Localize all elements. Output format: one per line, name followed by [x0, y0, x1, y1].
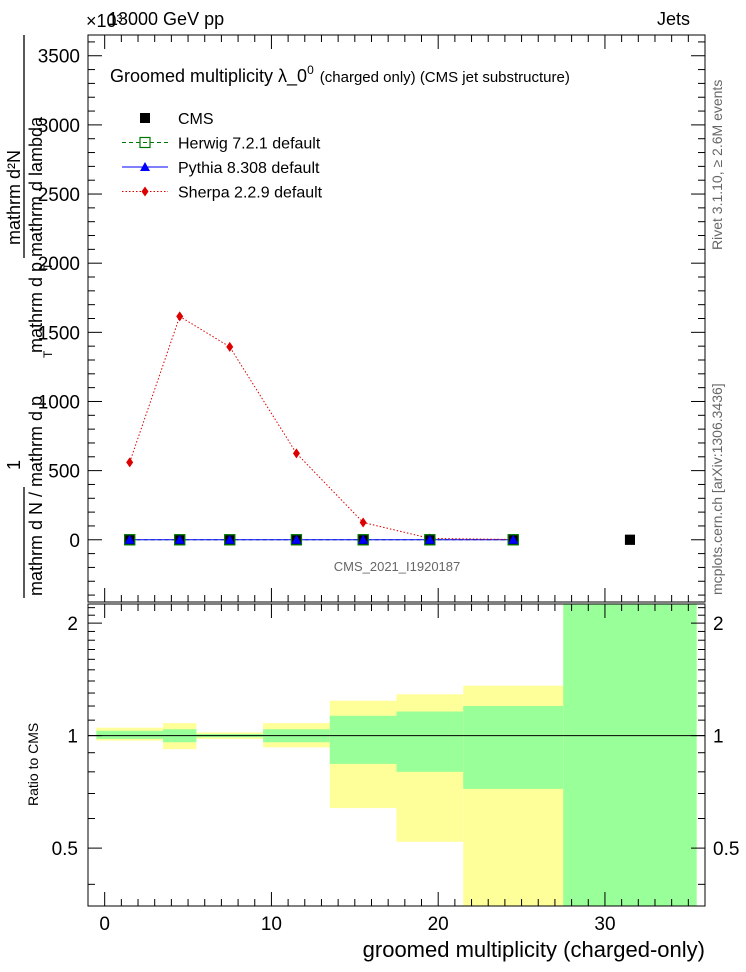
ratio-y-tick-label: 1 [67, 727, 78, 748]
y-label-bottom-sub: T [41, 350, 55, 358]
legend-entry: Pythia 8.308 default [122, 160, 320, 177]
plot-title: Groomed multiplicity λ_00 (charged only) … [110, 63, 570, 87]
ratio-y-label: Ratio to CMS [25, 723, 41, 806]
data-point [292, 448, 300, 459]
mcplots-label: mcplots.cern.ch [arXiv:1306.3436] [709, 383, 725, 595]
main-y-label: mathrm d²N mathrm d p mathrm d lambda T … [4, 35, 55, 598]
data-point [358, 534, 369, 544]
data-point [139, 136, 151, 149]
y-label-one: 1 [4, 460, 24, 470]
x-tick-label: 20 [428, 914, 449, 935]
header-left: 13000 GeV pp [108, 9, 224, 29]
main-plot: 0 500 1000 1500 2000 2500 3000 3500 CMS_2021_I1… [38, 34, 706, 603]
data-point [176, 311, 184, 322]
ratio-ticks: 0.5 0.51 12 20 10 20 30 [52, 604, 739, 935]
data-point [124, 534, 136, 546]
y-tick-label: 1000 [38, 392, 80, 413]
y-label-bottom: mathrm d N / mathrm d p [26, 396, 46, 596]
y-tick-label: 3000 [38, 116, 80, 137]
ratio-y-tick-label-right: 2 [713, 614, 724, 635]
data-point [126, 457, 134, 468]
main-y-ticks [88, 41, 705, 596]
main-y-tick-labels: 0 500 1000 1500 2000 2500 3000 3500 [38, 47, 80, 552]
main-x-ticks [87, 35, 706, 602]
watermark: CMS_2021_I1920187 [334, 559, 461, 574]
rivet-label: Rivet 3.1.10, ≥ 2.6M events [709, 80, 725, 250]
ratio-band-green [329, 715, 397, 764]
exponent-label: ×10³ [86, 11, 123, 31]
ratio-plot-frame [87, 603, 706, 907]
data-point [174, 534, 185, 544]
data-point [624, 534, 635, 545]
ratio-y-tick-label: 0.5 [52, 839, 78, 860]
ratio-band-green [396, 711, 464, 772]
ratio-band-green [463, 706, 564, 789]
data-point [226, 341, 234, 352]
data-point [359, 517, 367, 528]
legend-entry: CMS [140, 111, 214, 128]
header-right: Jets [657, 9, 690, 29]
legend: CMS Herwig 7.2.1 default Pythia 8.308 defa… [122, 111, 323, 202]
x-axis-label: groomed multiplicity (charged-only) [363, 937, 705, 962]
series-layer [124, 311, 635, 546]
x-tick-label: 10 [261, 914, 282, 935]
ratio-y-tick-label: 2 [67, 614, 78, 635]
data-point [140, 162, 150, 171]
legend-entry: Herwig 7.2.1 default [122, 136, 321, 153]
plot-title-main: Groomed multiplicity λ_0 [110, 66, 307, 87]
data-point [508, 534, 519, 544]
data-point [124, 534, 135, 544]
ratio-plot: 0.5 0.51 12 20 10 20 30 Ratio to CMS groomed m… [25, 603, 739, 962]
series-4 [126, 311, 517, 545]
y-tick-label: 1500 [38, 323, 80, 344]
legend-label: Sherpa 2.2.9 default [178, 185, 323, 202]
legend-label: Pythia 8.308 default [178, 160, 320, 177]
series-line [129, 315, 514, 540]
legend-label: CMS [178, 111, 214, 128]
y-tick-label: 500 [48, 462, 80, 483]
legend-entry: Sherpa 2.2.9 default [122, 185, 323, 202]
x-tick-label: 30 [594, 914, 615, 935]
y-tick-label: 3500 [38, 47, 80, 68]
ratio-band-green [563, 604, 697, 906]
ratio-bands [96, 604, 697, 906]
y-label-top-sub: T [41, 262, 55, 270]
ratio-y-tick-label-right: 1 [713, 727, 724, 748]
data-point [140, 113, 150, 123]
y-tick-label: 2500 [38, 185, 80, 206]
y-tick-label: 0 [69, 531, 80, 552]
plot-title-sup: 0 [307, 63, 314, 77]
y-label-top2: mathrm d p mathrm d lambda [26, 116, 46, 353]
plot-title-small: (charged only) (CMS jet substructure) [320, 69, 570, 86]
y-label-top: mathrm d²N [4, 150, 24, 245]
ratio-band-green [96, 730, 164, 739]
data-point [424, 534, 435, 544]
data-point [291, 534, 302, 544]
data-point [141, 186, 149, 197]
x-tick-label: 0 [99, 914, 110, 935]
y-tick-label: 2000 [38, 254, 80, 275]
pythia-points-front [124, 534, 519, 544]
ratio-y-tick-label-right: 0.5 [713, 839, 739, 860]
legend-label: Herwig 7.2.1 default [178, 136, 321, 153]
data-point [224, 534, 235, 544]
